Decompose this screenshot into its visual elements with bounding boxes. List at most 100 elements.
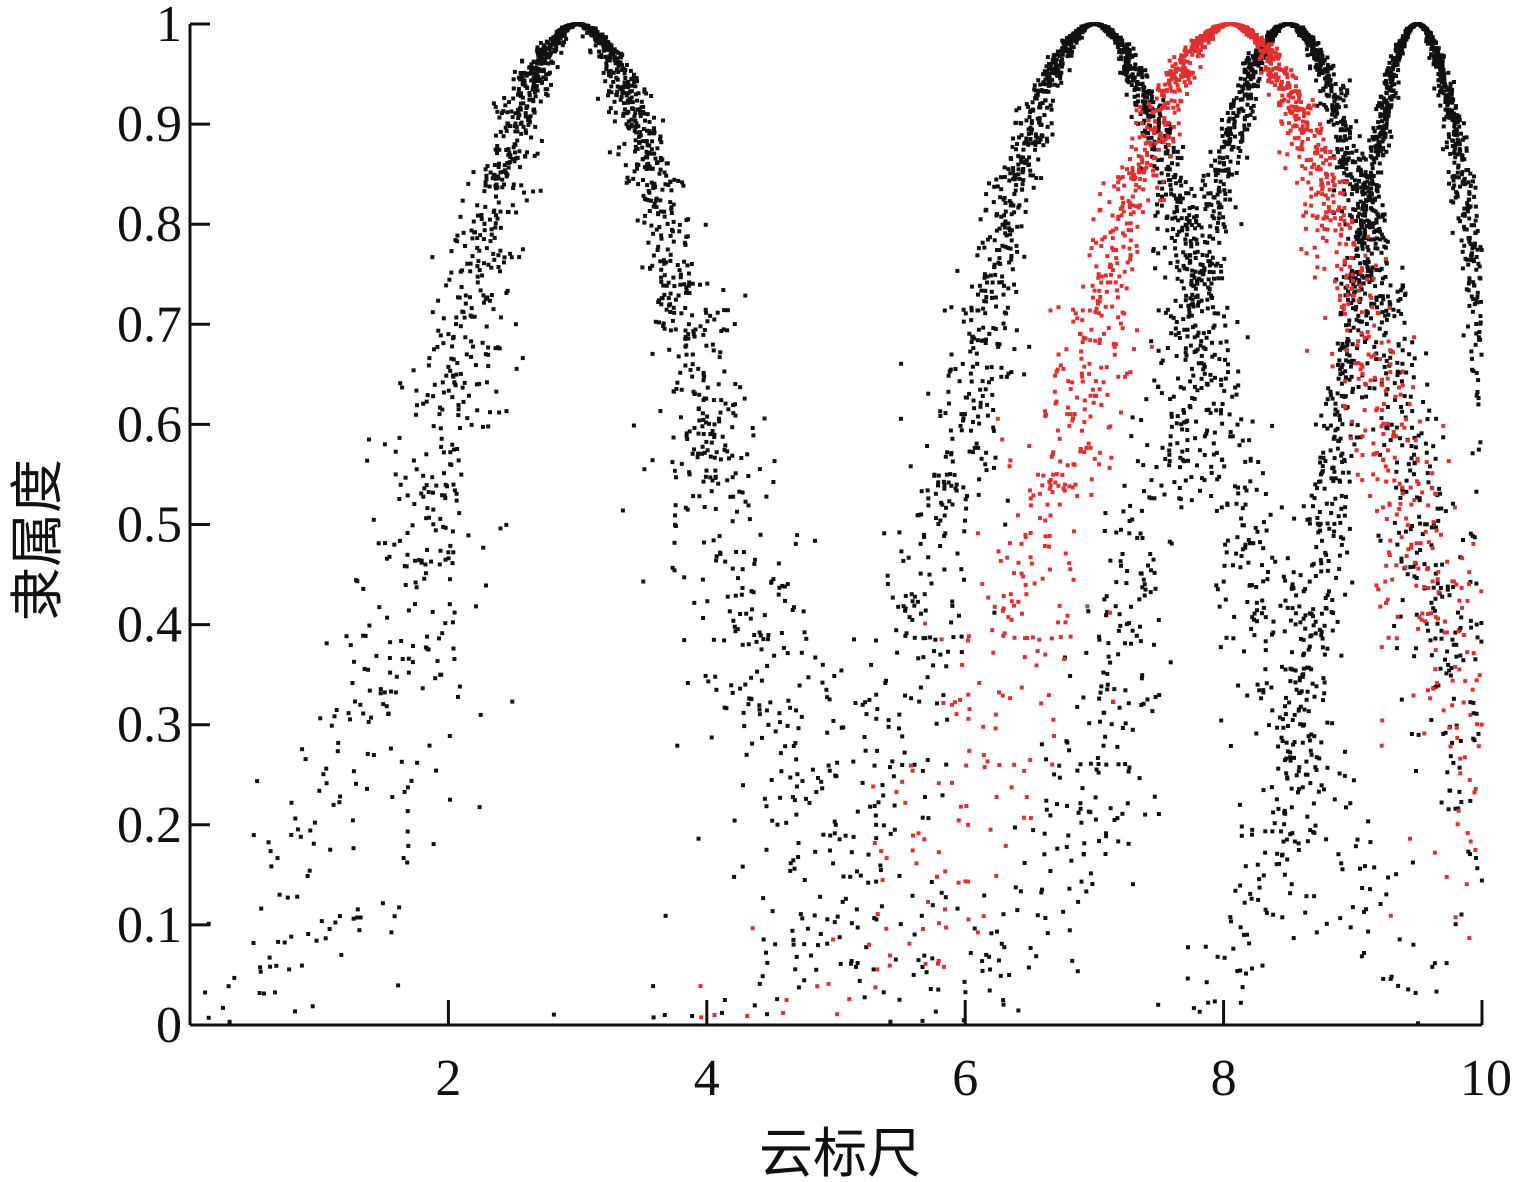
data-point: [1366, 929, 1371, 934]
data-point: [963, 990, 968, 995]
data-point: [938, 652, 943, 657]
data-point: [935, 701, 939, 706]
data-point: [1382, 443, 1387, 448]
data-point: [1251, 103, 1256, 108]
data-point: [1148, 552, 1153, 556]
data-point: [1290, 831, 1295, 836]
data-point: [1007, 226, 1012, 231]
data-point: [636, 91, 641, 96]
data-point: [1044, 807, 1049, 812]
data-point: [455, 447, 460, 451]
data-point: [1454, 654, 1459, 659]
data-point: [1097, 634, 1101, 639]
data-point: [1445, 587, 1450, 592]
data-point: [601, 38, 606, 43]
data-point: [306, 932, 311, 936]
data-point: [690, 374, 695, 379]
data-point: [941, 693, 946, 698]
data-point: [1038, 82, 1043, 87]
data-point: [485, 295, 490, 300]
data-point: [533, 71, 538, 76]
data-point: [977, 283, 982, 288]
data-point: [527, 71, 532, 76]
data-point: [1257, 688, 1262, 693]
data-point: [440, 380, 445, 385]
data-point: [511, 96, 516, 101]
data-point: [926, 496, 931, 501]
data-point: [624, 63, 629, 67]
data-point: [1198, 488, 1202, 493]
data-point: [1255, 84, 1260, 89]
data-point: [661, 118, 665, 123]
data-point: [533, 94, 538, 99]
data-point: [1447, 788, 1452, 793]
data-point: [454, 498, 459, 503]
data-point: [1076, 32, 1081, 36]
data-point: [477, 381, 482, 386]
data-point: [1225, 142, 1230, 147]
data-point: [1338, 135, 1343, 140]
data-point: [1271, 619, 1276, 624]
data-point: [779, 769, 784, 774]
data-point: [527, 97, 532, 102]
data-point: [1443, 100, 1448, 104]
data-point: [690, 281, 695, 286]
data-point: [429, 559, 434, 564]
data-point: [1432, 961, 1437, 966]
data-point: [1006, 371, 1011, 376]
data-point: [1386, 875, 1391, 880]
data-point: [448, 797, 452, 802]
data-point: [1253, 96, 1258, 101]
data-point: [434, 768, 439, 773]
data-point: [1031, 107, 1035, 112]
data-point: [1117, 705, 1122, 710]
data-point: [604, 47, 609, 52]
data-point: [1046, 83, 1051, 88]
data-point: [1191, 373, 1196, 378]
data-point: [855, 809, 860, 814]
data-point: [381, 702, 386, 707]
data-point: [783, 744, 788, 749]
data-point: [1255, 54, 1260, 59]
data-point: [1400, 285, 1405, 290]
data-point: [1117, 612, 1122, 617]
data-point: [1404, 478, 1409, 483]
data-point: [1003, 326, 1007, 331]
data-point: [358, 702, 363, 707]
data-point: [494, 194, 498, 199]
data-point: [1027, 162, 1031, 167]
data-point: [622, 80, 627, 85]
data-point: [969, 340, 974, 345]
data-point: [1326, 119, 1331, 124]
data-point: [1045, 124, 1050, 129]
data-point: [431, 424, 436, 429]
data-point: [1202, 371, 1207, 376]
data-point: [1155, 210, 1160, 215]
data-point: [1340, 867, 1345, 872]
data-point: [1204, 335, 1209, 340]
data-point: [430, 310, 435, 315]
data-point: [509, 109, 514, 114]
data-point: [460, 268, 465, 273]
data-point: [1163, 144, 1168, 149]
data-point: [413, 558, 417, 563]
data-point: [925, 444, 930, 448]
data-point: [771, 577, 776, 582]
data-point: [986, 237, 990, 242]
data-point: [451, 447, 456, 452]
data-point: [1353, 208, 1358, 212]
data-point: [419, 558, 424, 563]
data-point: [1167, 459, 1172, 463]
data-point: [738, 686, 743, 691]
data-point: [1253, 70, 1258, 75]
data-point: [662, 209, 667, 214]
data-point: [720, 1010, 724, 1015]
data-point: [730, 519, 735, 524]
data-point: [1000, 222, 1005, 227]
data-point: [1016, 1008, 1021, 1013]
data-point: [1200, 178, 1205, 183]
data-point: [1118, 559, 1123, 564]
data-point: [1240, 138, 1245, 143]
data-point: [1318, 101, 1323, 106]
data-point: [615, 56, 620, 61]
